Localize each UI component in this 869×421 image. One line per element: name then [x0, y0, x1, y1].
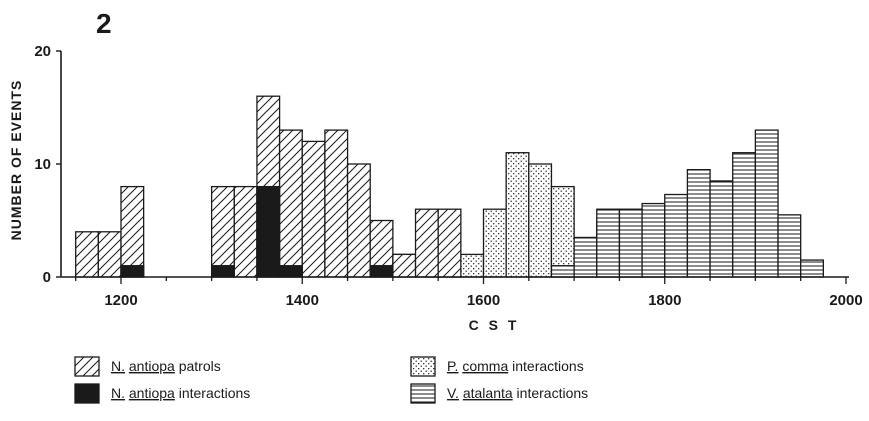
x-tick-label: 1600: [467, 292, 500, 309]
legend-label: N. antiopa patrols: [111, 358, 221, 374]
histogram-bar-n_interactions: [278, 265, 303, 278]
figure-number: 2: [96, 8, 112, 39]
histogram-bar-p_comma: [482, 208, 507, 278]
y-axis-title: NUMBER OF EVENTS: [8, 80, 24, 241]
y-tick-label: 0: [43, 269, 51, 286]
legend-item-n_interactions: N. antiopa interactions: [74, 383, 250, 404]
legend-label: N. antiopa interactions: [111, 385, 250, 401]
histogram-bar-patrols: [97, 231, 122, 278]
histogram-bar-patrols: [414, 208, 439, 278]
histogram-bar-n_interactions: [210, 265, 235, 278]
y-tick-label: 20: [34, 43, 51, 60]
legend-item-v_atalanta: V. atalanta interactions: [410, 383, 588, 404]
legend-swatch: [74, 356, 100, 377]
histogram-bar-n_interactions: [256, 185, 281, 278]
histogram-bar-patrols: [210, 185, 235, 278]
plot-area: [75, 95, 825, 278]
histogram-bar-v_atalanta: [641, 202, 666, 278]
x-tick-label: 1400: [286, 292, 319, 309]
y-tick-label: 10: [34, 156, 51, 173]
histogram-bar-v_atalanta: [686, 168, 711, 278]
histogram-bar-v_atalanta: [664, 193, 689, 278]
histogram-bar-patrols: [278, 129, 303, 278]
x-axis-title: C S T: [469, 317, 520, 333]
histogram-bar-v_atalanta: [596, 208, 621, 278]
legend-swatch: [410, 356, 436, 377]
histogram-bar-p_comma: [550, 185, 575, 278]
legend-label: V. atalanta interactions: [447, 385, 588, 401]
legend-swatch: [410, 383, 436, 404]
histogram-bar-p_comma: [528, 163, 553, 278]
histogram-bar-v_atalanta: [732, 152, 757, 278]
histogram-bar-v_atalanta: [573, 236, 598, 278]
legend-swatch: [74, 383, 100, 404]
histogram-bar-v_atalanta: [777, 214, 802, 278]
histogram-bar-patrols: [75, 231, 100, 278]
histogram-bar-patrols: [301, 140, 326, 278]
histogram-bar-p_comma: [505, 152, 530, 278]
axes: 0 10 20 1200 1400 1600 1800 2000: [34, 43, 862, 309]
histogram-bar-patrols: [233, 185, 258, 278]
histogram-bar-patrols: [120, 185, 145, 278]
legend-label: P. comma interactions: [447, 358, 584, 374]
legend: N. antiopa patrols N. antiopa interaction…: [74, 356, 588, 404]
histogram-bar-patrols: [346, 163, 371, 278]
histogram-bar-v_atalanta: [709, 180, 734, 278]
histogram-bar-v_atalanta: [754, 129, 779, 278]
legend-item-patrols: N. antiopa patrols: [74, 356, 221, 377]
histogram-bar-patrols: [437, 208, 462, 278]
x-tick-label: 2000: [829, 292, 862, 309]
x-tick-label: 1800: [648, 292, 681, 309]
histogram-bar-v_atalanta: [618, 208, 643, 278]
legend-item-p_comma: P. comma interactions: [410, 356, 584, 377]
histogram-bar-v_atalanta: [550, 265, 575, 278]
histogram-bar-p_comma: [460, 253, 485, 278]
x-tick-label: 1200: [104, 292, 137, 309]
histogram-bar-v_atalanta: [800, 259, 825, 278]
histogram-bar-n_interactions: [369, 265, 394, 278]
histogram-bar-n_interactions: [120, 265, 145, 278]
histogram-bar-patrols: [392, 253, 417, 278]
histogram-bar-patrols: [324, 129, 349, 278]
